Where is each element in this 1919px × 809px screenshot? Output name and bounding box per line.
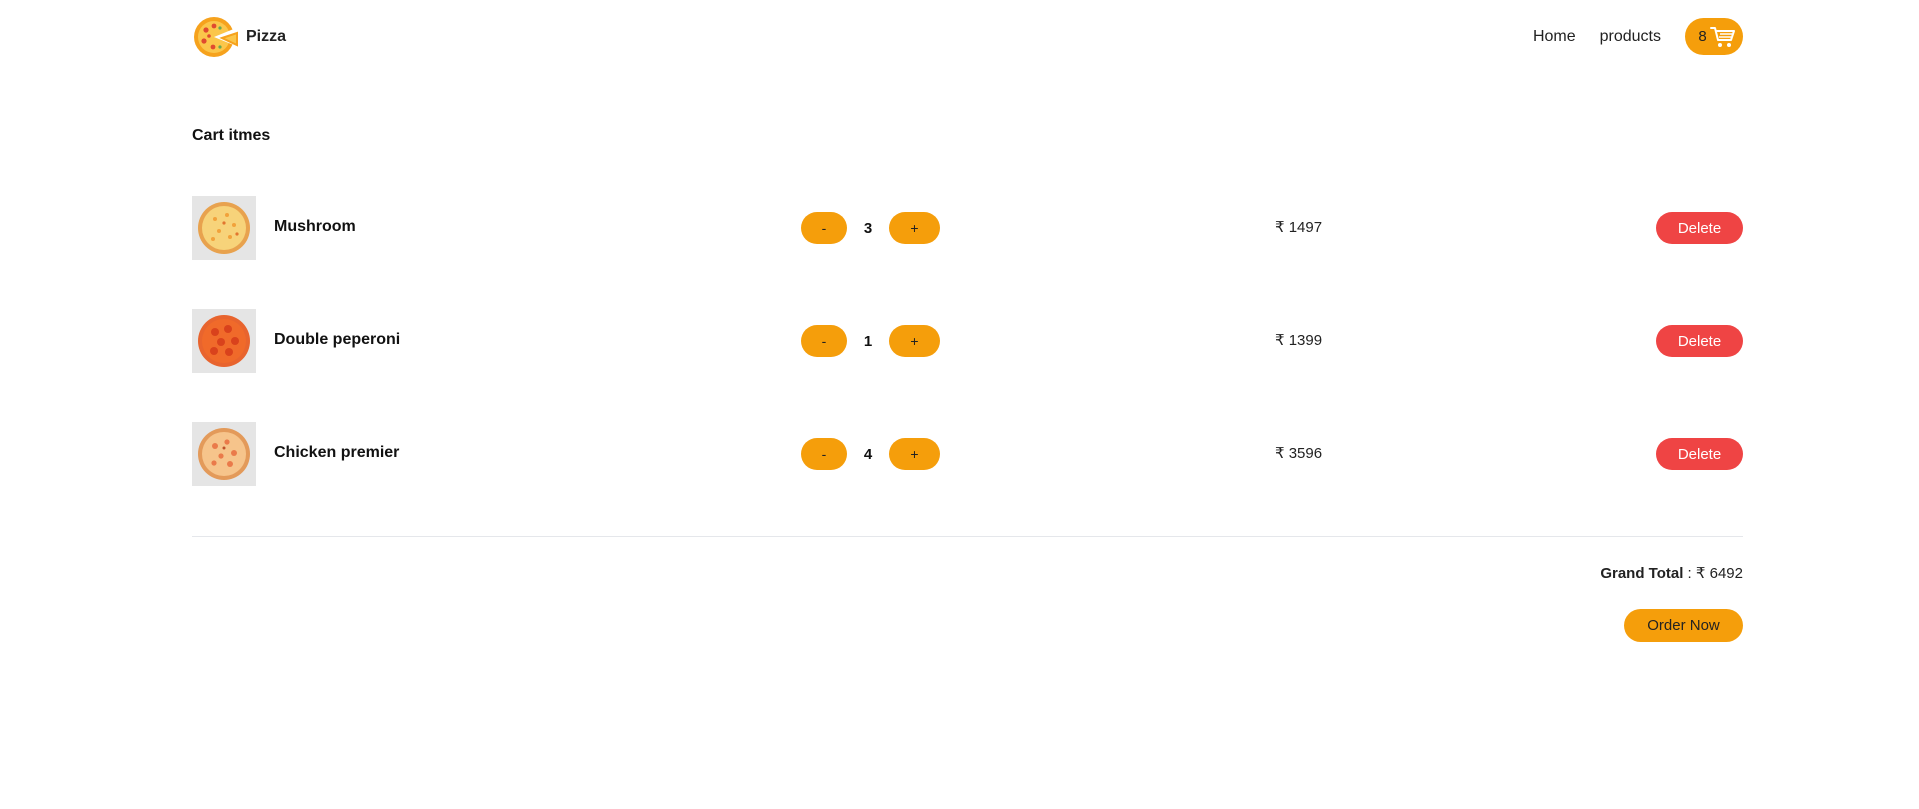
cart-row: Double peperoni - 1 + ₹ 1399 Delete: [192, 309, 1743, 373]
increase-quantity-button[interactable]: +: [889, 325, 940, 357]
pizza-image: [192, 422, 256, 486]
quantity-value: 1: [863, 332, 873, 350]
grand-total-value: ₹ 6492: [1695, 565, 1743, 582]
quantity-stepper: - 1 +: [801, 325, 940, 357]
brand-name: Pizza: [246, 28, 287, 45]
quantity-value: 3: [863, 219, 873, 237]
increase-quantity-button[interactable]: +: [889, 212, 940, 244]
increase-quantity-button[interactable]: +: [889, 438, 940, 470]
pizza-image: [192, 196, 256, 260]
pizza-mushroom-thumbnail: [198, 202, 250, 254]
pizza-chicken-thumbnail: [198, 428, 250, 480]
cart-count: 8: [1698, 28, 1707, 45]
nav-products-link[interactable]: products: [1599, 27, 1661, 45]
item-price: ₹ 3596: [1275, 445, 1323, 462]
order-now-button[interactable]: Order Now: [1624, 609, 1743, 642]
shopping-cart-icon: [1709, 26, 1735, 47]
cart-row: Mushroom - 3 + ₹ 1497 Delete: [192, 196, 1743, 260]
cart-title: Cart itmes: [192, 127, 271, 144]
decrease-quantity-button[interactable]: -: [801, 325, 847, 357]
divider: [192, 536, 1743, 537]
nav-home-link[interactable]: Home: [1532, 27, 1576, 45]
item-name: Mushroom: [274, 218, 356, 235]
delete-button[interactable]: Delete: [1656, 212, 1743, 244]
grand-total: Grand Total : ₹ 6492: [1600, 564, 1743, 582]
cart-button[interactable]: 8: [1685, 18, 1743, 55]
header: Pizza Home products 8: [192, 0, 1743, 75]
logo[interactable]: Pizza: [192, 14, 286, 60]
pizza-pepperoni-thumbnail: [198, 315, 250, 367]
pizza-logo-icon: [194, 17, 238, 57]
pizza-image: [192, 309, 256, 373]
decrease-quantity-button[interactable]: -: [801, 438, 847, 470]
grand-total-label: Grand Total: [1600, 565, 1684, 582]
delete-button[interactable]: Delete: [1656, 438, 1743, 470]
decrease-quantity-button[interactable]: -: [801, 212, 847, 244]
cart-row: Chicken premier - 4 + ₹ 3596 Delete: [192, 422, 1743, 486]
item-name: Chicken premier: [274, 444, 400, 461]
top-nav: Home products 8: [1533, 18, 1743, 55]
grand-total-separator: :: [1683, 565, 1696, 582]
item-price: ₹ 1497: [1275, 219, 1323, 236]
item-name: Double peperoni: [274, 331, 401, 348]
quantity-stepper: - 3 +: [801, 212, 940, 244]
quantity-stepper: - 4 +: [801, 438, 940, 470]
page-container: Pizza Home products 8 Cart itmes: [192, 0, 1743, 642]
quantity-value: 4: [863, 445, 873, 463]
item-price: ₹ 1399: [1275, 332, 1323, 349]
delete-button[interactable]: Delete: [1656, 325, 1743, 357]
